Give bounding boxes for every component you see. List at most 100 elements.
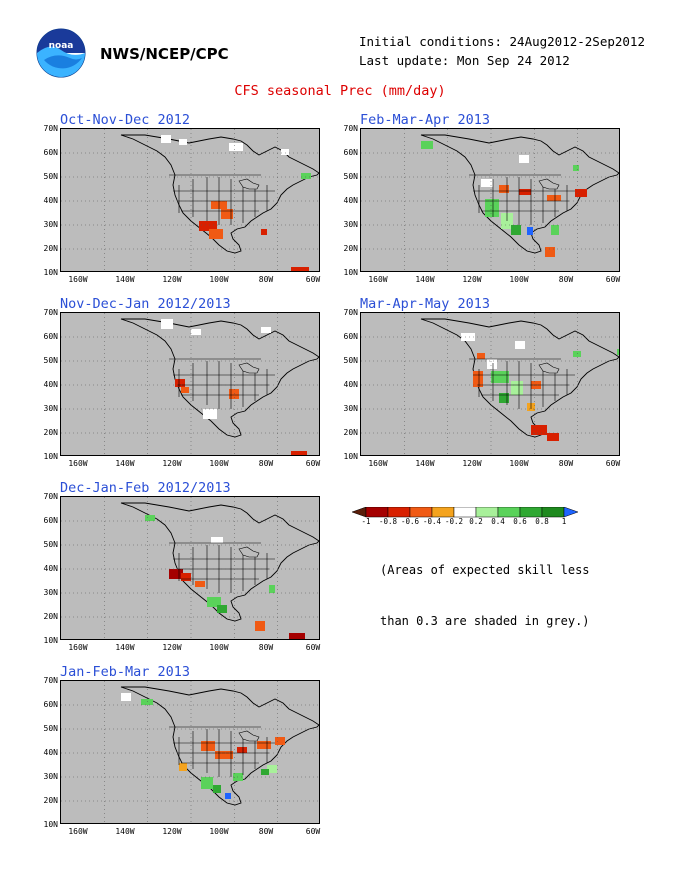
map-panel-ndj bbox=[60, 312, 320, 456]
x-tick-label: 140W bbox=[115, 643, 135, 652]
x-tick-label: 100W bbox=[209, 643, 229, 652]
y-tick-label: 50N bbox=[43, 724, 58, 733]
legend-label: 0.2 bbox=[469, 517, 483, 526]
panel-title-fma: Feb-Mar-Apr 2013 bbox=[360, 112, 491, 128]
legend-swatch bbox=[387, 506, 411, 518]
y-tick-label: 20N bbox=[43, 244, 58, 253]
anomaly-patch bbox=[237, 747, 247, 753]
anomaly-patch bbox=[191, 329, 201, 335]
map-svg bbox=[61, 497, 319, 639]
y-tick-label: 70N bbox=[43, 676, 58, 685]
y-tick-label: 50N bbox=[43, 540, 58, 549]
legend-swatch bbox=[453, 506, 477, 518]
x-tick-label: 120W bbox=[162, 459, 182, 468]
y-tick-label: 40N bbox=[343, 196, 358, 205]
legend-label: 1 bbox=[561, 517, 567, 526]
anomaly-patch bbox=[545, 247, 555, 257]
great-lakes bbox=[238, 178, 260, 190]
map-svg bbox=[361, 313, 619, 455]
anomaly-patch bbox=[261, 327, 271, 333]
x-tick-label: 160W bbox=[368, 459, 388, 468]
legend-label: -0.8 bbox=[378, 517, 398, 526]
coastline bbox=[120, 134, 319, 254]
anomaly-patch bbox=[301, 173, 311, 179]
y-tick-label: 10N bbox=[43, 268, 58, 277]
anomaly-patch bbox=[269, 585, 275, 593]
legend-label: 0.6 bbox=[513, 517, 527, 526]
anomaly-patch bbox=[573, 165, 579, 171]
map-panel-ond bbox=[60, 128, 320, 272]
x-tick-label: 60W bbox=[305, 459, 321, 468]
y-tick-label: 30N bbox=[43, 772, 58, 781]
map-svg bbox=[61, 681, 319, 823]
panel-title-mam: Mar-Apr-May 2013 bbox=[360, 296, 491, 312]
anomaly-patch bbox=[547, 433, 559, 441]
x-tick-label: 120W bbox=[462, 459, 482, 468]
x-tick-label: 100W bbox=[209, 275, 229, 284]
legend-label: -0.6 bbox=[400, 517, 420, 526]
anomaly-patch bbox=[217, 605, 227, 613]
skill-note-line2: than 0.3 are shaded in grey.) bbox=[380, 614, 590, 628]
y-tick-label: 60N bbox=[343, 148, 358, 157]
color-legend: -1 -0.8 -0.6 -0.4 -0.2 0.2 0.4 0.6 0.8 1 bbox=[351, 506, 632, 536]
anomaly-patch bbox=[141, 699, 153, 705]
x-tick-label: 140W bbox=[415, 275, 435, 284]
y-tick-label: 40N bbox=[43, 196, 58, 205]
panel-title-jfm: Jan-Feb-Mar 2013 bbox=[60, 664, 191, 680]
great-lakes bbox=[538, 362, 560, 374]
anomaly-patch bbox=[211, 537, 223, 543]
anomaly-patch bbox=[491, 371, 509, 383]
noaa-logo-icon: noaa bbox=[36, 28, 86, 78]
x-tick-label: 100W bbox=[509, 459, 529, 468]
anomaly-patch bbox=[261, 229, 267, 235]
y-tick-label: 60N bbox=[343, 332, 358, 341]
panel-title-djf: Dec-Jan-Feb 2012/2013 bbox=[60, 480, 231, 496]
legend-swatch bbox=[409, 506, 433, 518]
x-tick-label: 140W bbox=[115, 275, 135, 284]
map-svg bbox=[61, 313, 319, 455]
legend-arrow-right bbox=[563, 506, 579, 518]
anomaly-patch bbox=[281, 149, 289, 155]
y-tick-label: 40N bbox=[43, 380, 58, 389]
anomaly-patch bbox=[485, 199, 499, 217]
anomaly-patch bbox=[179, 139, 187, 145]
anomaly-patch bbox=[181, 387, 189, 393]
anomaly-patch bbox=[229, 143, 243, 151]
anomaly-patch bbox=[515, 341, 525, 349]
legend-swatch bbox=[431, 506, 455, 518]
x-tick-label: 120W bbox=[162, 827, 182, 836]
x-tick-label: 60W bbox=[605, 275, 621, 284]
x-tick-label: 100W bbox=[209, 827, 229, 836]
y-tick-label: 40N bbox=[343, 380, 358, 389]
y-tick-label: 10N bbox=[43, 452, 58, 461]
legend-label: 0.4 bbox=[491, 517, 505, 526]
anomaly-patch bbox=[121, 693, 131, 701]
anomaly-patch bbox=[179, 763, 187, 771]
y-tick-label: 70N bbox=[43, 492, 58, 501]
initial-conditions: Initial conditions: 24Aug2012-2Sep2012 bbox=[359, 34, 645, 49]
y-tick-label: 20N bbox=[343, 244, 358, 253]
anomaly-patch bbox=[181, 573, 191, 581]
y-tick-label: 20N bbox=[43, 796, 58, 805]
map-panel-djf bbox=[60, 496, 320, 640]
x-tick-label: 160W bbox=[68, 275, 88, 284]
anomaly-patch bbox=[201, 777, 213, 789]
skill-note: (Areas of expected skill less than 0.3 a… bbox=[380, 528, 590, 647]
org-title: NWS/NCEP/CPC bbox=[100, 45, 229, 63]
anomaly-patch bbox=[473, 371, 483, 387]
map-panel-fma bbox=[360, 128, 620, 272]
x-tick-label: 80W bbox=[558, 275, 574, 284]
legend-label: -1 bbox=[361, 517, 371, 526]
x-tick-label: 80W bbox=[258, 827, 274, 836]
x-tick-label: 60W bbox=[605, 459, 621, 468]
x-tick-label: 120W bbox=[162, 275, 182, 284]
anomaly-patch bbox=[275, 737, 285, 745]
y-tick-label: 30N bbox=[43, 588, 58, 597]
anomaly-patch bbox=[221, 209, 233, 219]
anomaly-patch bbox=[291, 267, 309, 271]
y-tick-label: 70N bbox=[43, 124, 58, 133]
map-svg bbox=[361, 129, 619, 271]
x-tick-label: 160W bbox=[68, 643, 88, 652]
y-tick-label: 70N bbox=[343, 308, 358, 317]
x-tick-label: 120W bbox=[162, 643, 182, 652]
